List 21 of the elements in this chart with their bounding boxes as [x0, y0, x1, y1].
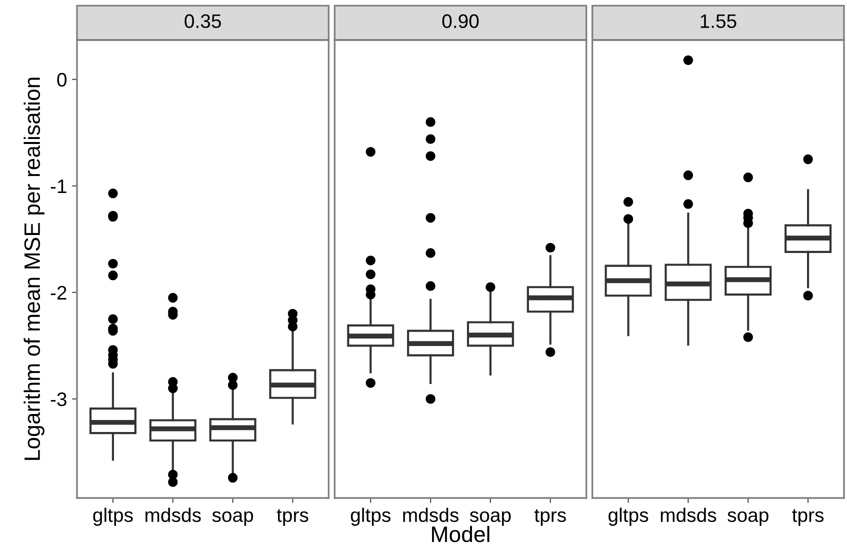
y-tick-label: -2: [50, 286, 66, 300]
x-tick-label: mdsds: [403, 508, 458, 522]
x-tick-label: soap: [728, 511, 768, 526]
x-tick-label: soap: [212, 511, 254, 526]
x-tick-label: mdsds: [146, 508, 201, 522]
x-tick-label: tprs: [276, 509, 308, 526]
x-tick-label: mdsds: [660, 508, 716, 522]
x-tick-label: gltps: [608, 508, 648, 526]
y-tick-label: -1: [50, 180, 66, 193]
y-axis-title: Logarithm of mean MSE per realisation: [24, 78, 44, 460]
x-tick-label: tprs: [792, 509, 824, 526]
x-tick-label: soap: [470, 511, 511, 526]
y-tick-label: -3: [50, 392, 66, 406]
x-tick-label: tprs: [534, 509, 566, 526]
chart-title: 0.90: [442, 14, 479, 28]
x-tick-label: gltps: [93, 508, 133, 526]
chart-title: 0.35: [184, 14, 221, 28]
x-axis-title: Model: [432, 526, 490, 542]
y-tick-label: 0: [57, 72, 67, 87]
chart-title: 1.55: [700, 14, 736, 28]
x-tick-label: gltps: [350, 508, 390, 526]
